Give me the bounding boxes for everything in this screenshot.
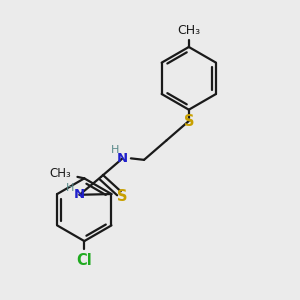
Text: H: H [65, 183, 74, 193]
Text: CH₃: CH₃ [177, 23, 200, 37]
Text: H: H [111, 145, 119, 155]
Text: Cl: Cl [76, 253, 92, 268]
Text: S: S [184, 113, 194, 128]
Text: N: N [117, 152, 128, 165]
Text: S: S [117, 189, 128, 204]
Text: N: N [74, 188, 85, 201]
Text: CH₃: CH₃ [50, 167, 71, 180]
